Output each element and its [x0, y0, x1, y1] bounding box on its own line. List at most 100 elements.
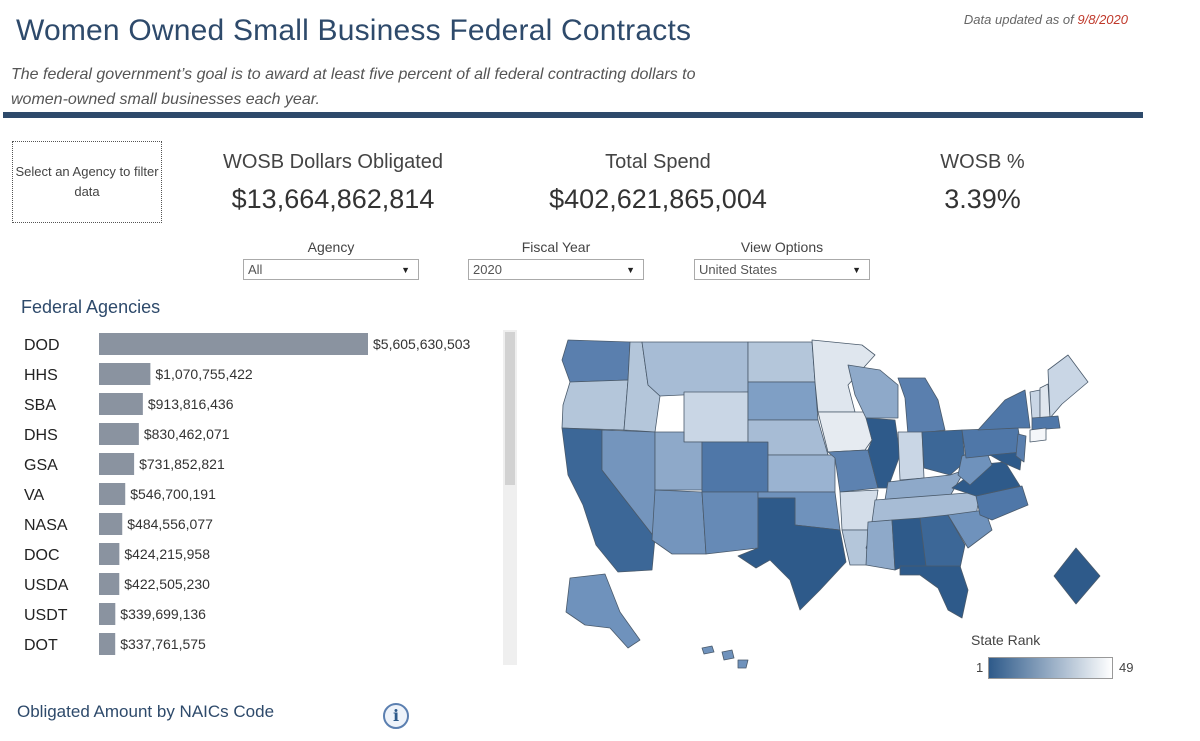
state-mississippi[interactable]	[865, 519, 896, 571]
state-new-york[interactable]	[977, 389, 1031, 431]
updated-date: 9/8/2020	[1077, 12, 1128, 27]
state-minnesota[interactable]	[811, 339, 876, 413]
chevron-down-icon: ▼	[852, 264, 861, 275]
naics-section-title: Obligated Amount by NAICs Code	[17, 702, 275, 721]
agency-bar[interactable]	[99, 513, 123, 535]
agency-bar-value-label: $5,605,630,503	[373, 336, 471, 352]
agency-label: HHS	[24, 367, 58, 384]
state-connecticut[interactable]	[1029, 427, 1047, 443]
state-ohio[interactable]	[921, 429, 966, 476]
agency-bar-value-label: $546,700,191	[130, 486, 216, 502]
agency-bar[interactable]	[99, 573, 120, 595]
state-georgia[interactable]	[919, 514, 966, 569]
agency-bar-value-label: $484,556,077	[127, 516, 213, 532]
page-title: Women Owned Small Business Federal Contr…	[16, 14, 692, 47]
agency-label: VA	[24, 487, 44, 504]
kpi-wosb-label: WOSB Dollars Obligated	[222, 151, 444, 173]
agency-label: USDT	[24, 607, 68, 624]
state-montana[interactable]	[641, 341, 749, 397]
state-indiana[interactable]	[897, 431, 925, 481]
state-kansas[interactable]	[767, 454, 836, 493]
view-filter-value: United States	[699, 262, 778, 277]
agency-filter-dropdown[interactable]: All ▼	[243, 259, 419, 280]
view-filter-label: View Options	[740, 239, 824, 255]
agency-label: DOT	[24, 637, 58, 654]
state-south-dakota[interactable]	[747, 381, 819, 421]
chart-scrollbar-thumb[interactable]	[505, 332, 515, 485]
map-legend-max: 49	[1119, 660, 1134, 675]
state-maryland[interactable]	[989, 451, 1023, 471]
agency-label: GSA	[24, 457, 58, 474]
agency-filter-label: Agency	[307, 239, 355, 255]
state-alaska[interactable]	[565, 573, 641, 649]
agency-bar-value-label: $422,505,230	[124, 576, 210, 592]
district-of-columbia[interactable]	[1053, 547, 1101, 605]
agency-bar[interactable]	[99, 543, 120, 565]
state-illinois[interactable]	[865, 417, 901, 489]
agency-bar[interactable]	[99, 603, 116, 625]
agency-label: DOD	[24, 337, 60, 354]
kpi-pct-value: 3.39%	[944, 184, 1021, 214]
chevron-down-icon: ▼	[626, 264, 635, 275]
data-updated-note: Data updated as of 9/8/2020	[964, 12, 1128, 27]
agency-bar[interactable]	[99, 633, 116, 655]
state-massachusetts[interactable]	[1031, 415, 1061, 431]
state-north-dakota[interactable]	[747, 341, 816, 383]
agency-bar[interactable]	[99, 333, 368, 355]
state-vermont[interactable]	[1029, 389, 1041, 419]
agency-bar-value-label: $731,852,821	[139, 456, 225, 472]
agency-bar-value-label: $337,761,575	[120, 636, 206, 652]
agency-bar[interactable]	[99, 363, 151, 385]
agency-bar-value-label: $424,215,958	[124, 546, 210, 562]
state-wyoming[interactable]	[683, 391, 749, 443]
agency-bar-value-label: $339,699,136	[120, 606, 206, 622]
state-kentucky[interactable]	[884, 469, 966, 501]
header-divider	[3, 112, 1143, 118]
page-subtitle: The federal government’s goal is to awar…	[11, 66, 696, 108]
state-south-carolina[interactable]	[947, 509, 993, 549]
info-icon[interactable]: i	[383, 703, 409, 729]
state-wisconsin[interactable]	[847, 364, 899, 419]
agency-filter-value: All	[248, 262, 263, 277]
agency-bar[interactable]	[99, 483, 126, 505]
state-hawaii[interactable]	[701, 645, 749, 669]
kpi-total-value: $402,621,865,004	[549, 184, 767, 214]
chevron-down-icon: ▼	[401, 264, 410, 275]
agency-prompt-text: Select an Agency to filter data	[15, 164, 159, 199]
state-new-mexico[interactable]	[701, 491, 759, 555]
agency-bar[interactable]	[99, 423, 139, 445]
year-filter-dropdown[interactable]: 2020 ▼	[468, 259, 644, 280]
agency-bar[interactable]	[99, 453, 135, 475]
state-michigan[interactable]	[897, 377, 946, 436]
state-arizona[interactable]	[651, 489, 707, 555]
map-legend-gradient	[988, 657, 1113, 679]
agency-bar-value-label: $830,462,071	[144, 426, 230, 442]
state-colorado[interactable]	[701, 441, 769, 493]
state-new-jersey[interactable]	[1015, 433, 1027, 463]
agency-bar[interactable]	[99, 393, 143, 415]
year-filter-label: Fiscal Year	[521, 239, 591, 255]
state-oregon[interactable]	[561, 379, 629, 431]
agency-label: USDA	[24, 577, 69, 594]
map-legend-title: State Rank	[971, 632, 1041, 648]
agency-label: DOC	[24, 547, 60, 564]
updated-prefix: Data updated as of	[963, 12, 1074, 27]
agency-label: SBA	[24, 397, 56, 414]
agencies-section-title: Federal Agencies	[21, 297, 161, 317]
state-florida[interactable]	[899, 565, 969, 619]
state-washington[interactable]	[561, 339, 631, 383]
map-legend-min: 1	[976, 660, 984, 675]
agency-label: DHS	[24, 427, 58, 444]
kpi-total-label: Total Spend	[605, 151, 711, 173]
agency-select-prompt[interactable]: Select an Agency to filter data	[12, 141, 162, 223]
agency-bar-value-label: $1,070,755,422	[155, 366, 253, 382]
state-iowa[interactable]	[817, 411, 873, 453]
state-texas[interactable]	[737, 497, 847, 611]
year-filter-value: 2020	[473, 262, 502, 277]
agency-bar-value-label: $913,816,436	[148, 396, 234, 412]
agency-bar-chart: DOD $5,605,630,503 HHS $1,070,755,422 SBA $91…	[24, 333, 471, 655]
state-missouri[interactable]	[827, 449, 879, 493]
us-state-map[interactable]	[520, 330, 1120, 675]
state-maine[interactable]	[1047, 354, 1089, 419]
view-filter-dropdown[interactable]: United States ▼	[694, 259, 870, 280]
